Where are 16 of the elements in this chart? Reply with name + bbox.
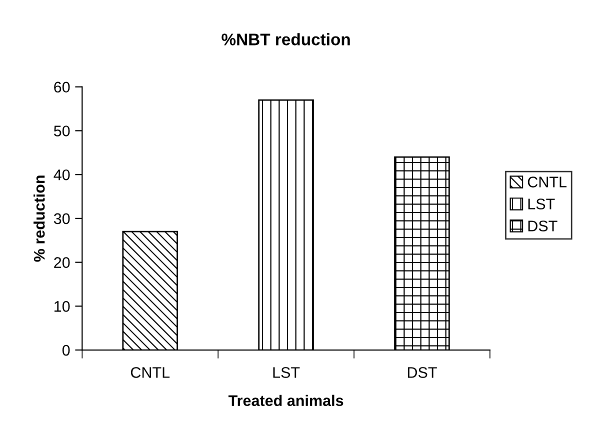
y-axis-title: % reduction: [34, 176, 45, 262]
y-tick-label: 50: [54, 126, 70, 136]
legend-label: DST: [528, 220, 558, 232]
x-tick-label: LST: [273, 367, 300, 378]
y-tick-label: 0: [62, 344, 70, 356]
y-tick-label: 40: [54, 169, 70, 180]
legend-label: LST: [528, 198, 555, 210]
chart-title: %NBT reduction: [222, 33, 350, 46]
y-tick-label: 60: [54, 82, 70, 93]
x-axis-title: Treated animals: [228, 394, 344, 406]
y-tick-label: 30: [54, 213, 70, 224]
legend-label: CNTL: [528, 176, 567, 188]
y-tick-label: 10: [54, 301, 70, 312]
x-tick-label: DST: [408, 367, 437, 378]
y-tick-label: 20: [54, 257, 70, 268]
x-tick-label: CNTL: [130, 367, 170, 378]
